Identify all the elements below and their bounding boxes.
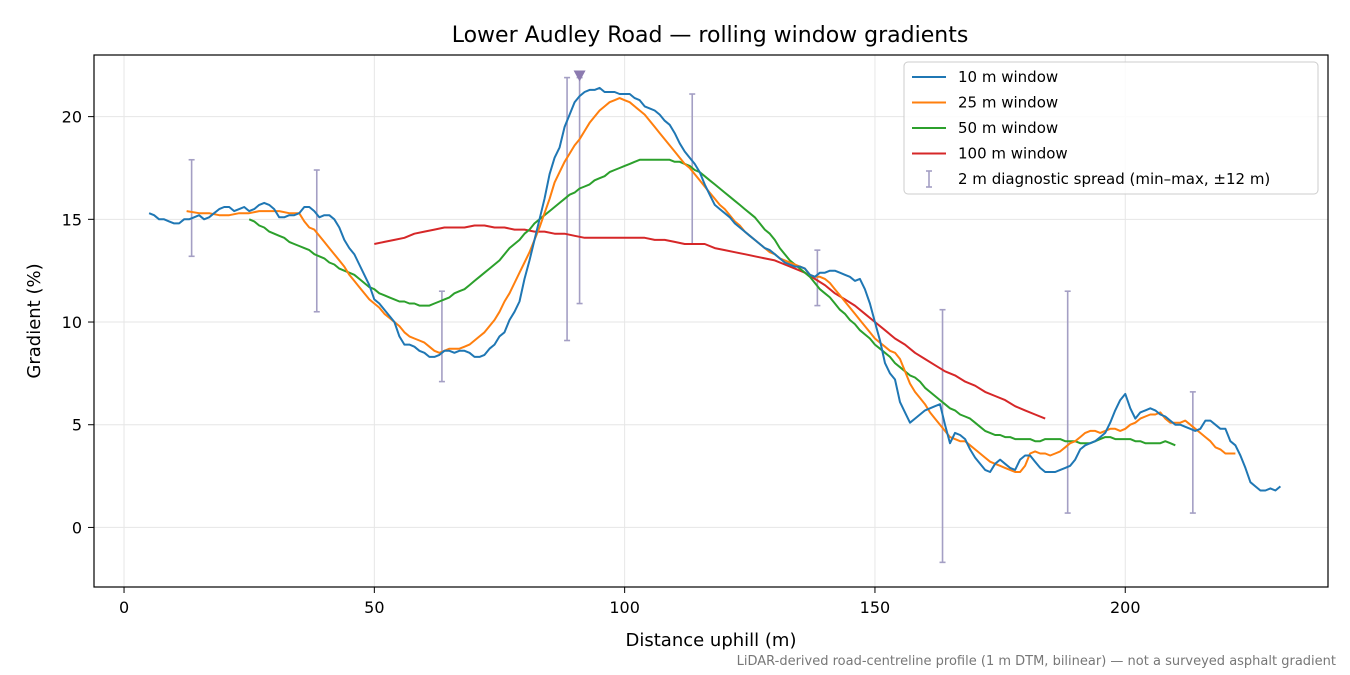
diagnostic-spread-bar	[313, 169, 320, 313]
diagnostic-spread-bar	[939, 308, 946, 564]
legend-entry: 10 m window	[912, 68, 1058, 86]
x-tick-label: 50	[364, 598, 384, 617]
y-tick-label: 5	[72, 416, 82, 435]
diagnostic-spread-bar	[188, 158, 195, 258]
legend-entry-spread: 2 m diagnostic spread (min–max, ±12 m)	[926, 170, 1270, 188]
y-tick-label: 0	[72, 518, 82, 537]
legend-entry: 50 m window	[912, 119, 1058, 137]
series-line-50-m-window	[248, 158, 1176, 447]
plot-frame	[93, 54, 1329, 588]
footnote: LiDAR-derived road-centreline profile (1…	[737, 654, 1336, 669]
y-tick-label: 15	[62, 210, 82, 229]
diagnostic-spread-bar	[814, 249, 821, 307]
y-tick-label: 10	[62, 313, 82, 332]
x-tick-label: 200	[1110, 598, 1141, 617]
y-tick-label: 20	[62, 108, 82, 127]
y-axis-label: Gradient (%)	[24, 263, 45, 378]
legend-label: 2 m diagnostic spread (min–max, ±12 m)	[958, 170, 1270, 188]
legend-label: 100 m window	[958, 145, 1068, 163]
x-axis-label: Distance uphill (m)	[626, 630, 797, 651]
diagnostic-spread-bar	[1064, 290, 1071, 514]
legend: 10 m window 25 m window 50 m window 100 m w…	[903, 61, 1319, 195]
peak-marker	[573, 70, 586, 82]
plot-area	[148, 70, 1282, 564]
axis-ticks: 0 50 100 150 200 0 5 10 15 20	[62, 108, 1141, 617]
legend-box	[903, 61, 1319, 195]
diagnostic-spread-bar	[1189, 391, 1196, 514]
series-line-100-m-window	[374, 224, 1046, 420]
x-tick-label: 100	[609, 598, 640, 617]
x-tick-label: 150	[860, 598, 891, 617]
x-tick-label: 0	[119, 598, 129, 617]
series-line-25-m-window	[186, 97, 1236, 473]
legend-label: 10 m window	[958, 68, 1058, 86]
diagnostic-spread-bar	[438, 290, 445, 383]
chart-title: Lower Audley Road — rolling window gradi…	[452, 23, 969, 48]
legend-label: 50 m window	[958, 119, 1058, 137]
legend-entry: 100 m window	[912, 145, 1068, 163]
legend-entry: 25 m window	[912, 94, 1058, 112]
legend-label: 25 m window	[958, 94, 1058, 112]
series-line-10-m-window	[148, 86, 1282, 492]
